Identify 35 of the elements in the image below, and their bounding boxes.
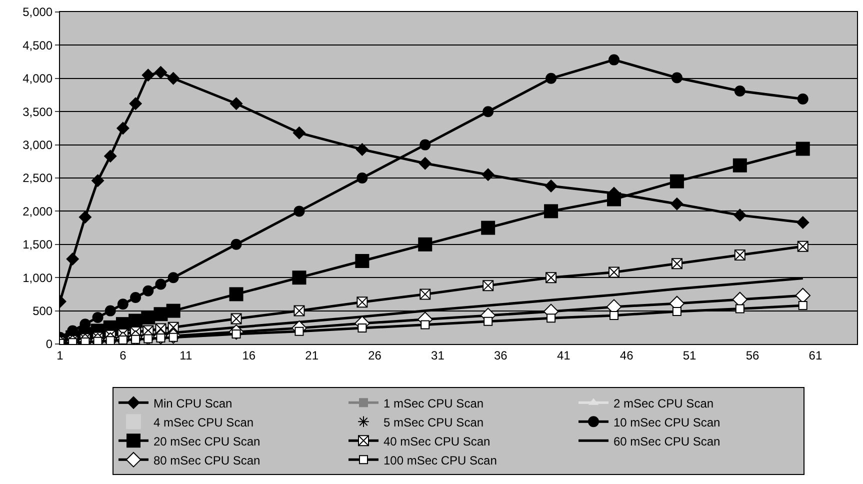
y-tick-label: 500	[32, 304, 53, 318]
legend-label: 40 mSec CPU Scan	[384, 434, 490, 448]
x-tick-label: 41	[556, 348, 571, 362]
x-tick-label: 16	[242, 348, 256, 362]
x-tick-label: 51	[682, 348, 697, 362]
x-tick-label: 46	[620, 348, 634, 362]
legend-label: 4 mSec CPU Scan	[154, 415, 254, 430]
x-tick-label: 11	[180, 348, 192, 362]
y-tick-label: 2,000	[22, 204, 53, 218]
legend-label: 5 mSec CPU Scan	[384, 415, 484, 430]
y-tick-label: 3,000	[22, 138, 53, 152]
x-tick-label: 61	[808, 348, 822, 362]
legend-label: 80 mSec CPU Scan	[154, 453, 260, 468]
x-tick-label: 36	[494, 348, 508, 362]
y-tick-label: 5,000	[22, 5, 53, 20]
x-tick-label: 56	[746, 348, 760, 362]
legend-label: Min CPU Scan	[154, 396, 232, 410]
y-tick-label: 1,500	[22, 238, 53, 252]
legend-label: 2 mSec CPU Scan	[614, 396, 714, 410]
x-tick-label: 26	[368, 348, 382, 362]
y-tick-label: 3,500	[22, 104, 53, 119]
x-tick-label: 1	[56, 348, 64, 362]
y-tick-label: 4,500	[22, 38, 53, 52]
legend-label: 100 mSec CPU Scan	[384, 453, 497, 468]
legend-label: 1 mSec CPU Scan	[384, 396, 484, 410]
x-tick-label: 31	[431, 348, 445, 362]
y-tick-label: 0	[46, 337, 53, 352]
x-tick-label: 21	[305, 348, 319, 362]
y-tick-label: 2,500	[22, 171, 53, 186]
legend-label: 20 mSec CPU Scan	[154, 434, 260, 448]
legend-label: 60 mSec CPU Scan	[614, 434, 720, 448]
y-tick-label: 1,000	[22, 270, 53, 285]
y-tick-label: 4,000	[22, 72, 53, 86]
legend-label: 10 mSec CPU Scan	[614, 415, 720, 430]
x-tick-label: 6	[120, 348, 127, 362]
